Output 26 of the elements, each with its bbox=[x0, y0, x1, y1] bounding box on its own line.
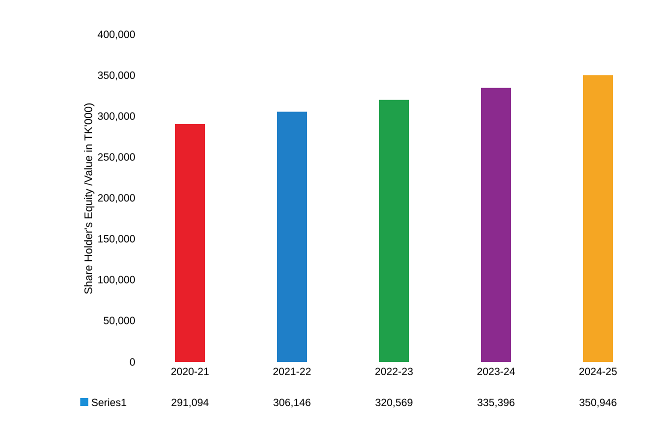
x-tick-label: 2024-25 bbox=[579, 368, 617, 376]
data-label: 320,569 bbox=[375, 398, 412, 408]
y-tick-label: 400,000 bbox=[98, 30, 135, 40]
x-tick-label: 2020-21 bbox=[171, 368, 209, 376]
x-tick-label: 2023-24 bbox=[477, 368, 515, 376]
y-tick-label: 0 bbox=[130, 358, 135, 366]
bar bbox=[277, 112, 308, 362]
y-tick-label: 100,000 bbox=[98, 276, 135, 285]
y-tick-label: 150,000 bbox=[98, 235, 135, 244]
data-label: 291,094 bbox=[172, 398, 209, 408]
bar bbox=[583, 75, 614, 362]
x-tick-label: 2022-23 bbox=[375, 368, 413, 376]
legend-label: Series1 bbox=[92, 398, 126, 406]
y-tick-label: 300,000 bbox=[98, 112, 135, 122]
bar bbox=[481, 88, 512, 362]
x-tick-label: 2021-22 bbox=[273, 368, 311, 376]
data-label: 335,396 bbox=[477, 398, 514, 408]
data-label: 306,146 bbox=[273, 398, 310, 408]
bar bbox=[379, 100, 410, 362]
bar bbox=[175, 124, 205, 362]
y-tick-label: 350,000 bbox=[98, 72, 135, 80]
y-tick-label: 50,000 bbox=[104, 316, 135, 326]
y-tick-label: 250,000 bbox=[98, 153, 135, 162]
data-label: 350,946 bbox=[579, 398, 616, 408]
y-tick-label: 200,000 bbox=[98, 194, 135, 203]
y-axis-title: Share Holder's Equity /Value in TK'000) bbox=[84, 103, 94, 294]
